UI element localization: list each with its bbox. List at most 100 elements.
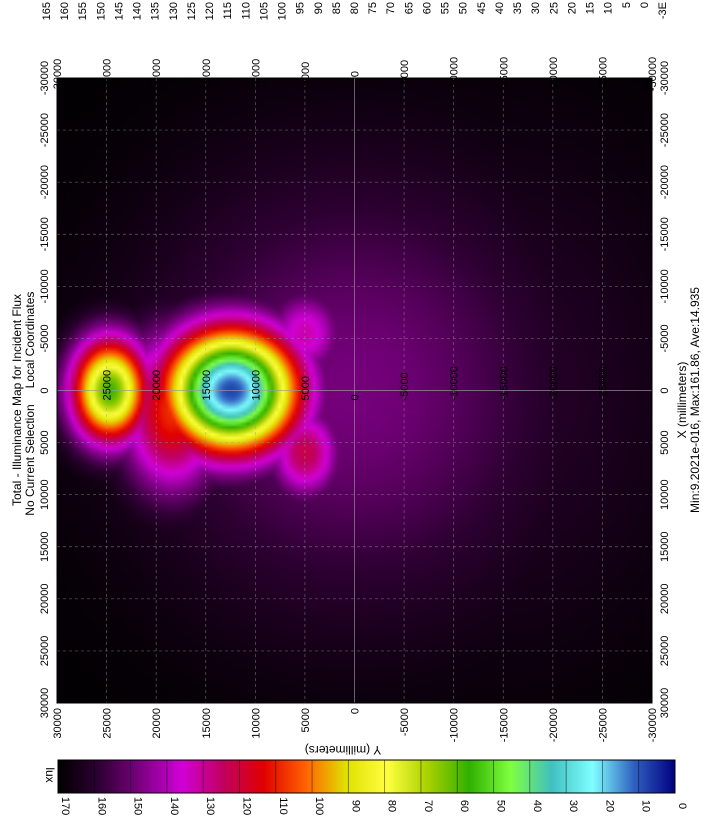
y-tick-label-top: -20000 (548, 57, 560, 91)
scale-strip-label: 135 (150, 2, 162, 20)
colorbar-tick-label: 70 (422, 800, 434, 812)
y-tick-label-top: -30000 (647, 57, 659, 91)
chart-subtitle-left: No Current Selection (23, 404, 37, 515)
y-tick-label-bottom: -30000 (647, 708, 659, 742)
inner-y-label: 0 (350, 394, 362, 400)
y-tick-label-top: -10000 (449, 57, 461, 91)
x-tick-label-left: 10000 (39, 479, 51, 510)
x-tick-label-right: 20000 (659, 584, 671, 615)
inner-y-label: 5000 (300, 376, 312, 400)
inner-y-label: -15000 (498, 366, 510, 400)
x-tick-label-left: 30000 (39, 688, 51, 719)
scale-strip-label: 80 (349, 2, 361, 14)
x-tick-label-left: 5000 (39, 430, 51, 454)
y-tick-label-top: 15000 (201, 59, 213, 90)
colorbar-tick-label: 40 (531, 800, 543, 812)
y-tick-label-bottom: -25000 (597, 708, 609, 742)
colorbar-tick-label: 120 (240, 797, 252, 815)
y-tick-label-top: -15000 (498, 57, 510, 91)
plot-frame (56, 77, 653, 704)
scale-strip-label: 35 (512, 2, 524, 14)
inner-y-label: -5000 (399, 372, 411, 400)
inner-y-label: 10000 (250, 370, 262, 401)
colorbar-tick-label: 140 (168, 797, 180, 815)
y-tick-label-top: 30000 (52, 59, 64, 90)
y-tick-label-bottom: -20000 (548, 708, 560, 742)
x-tick-label-left: -20000 (39, 165, 51, 199)
scale-strip-label: 125 (186, 2, 198, 20)
colorbar (57, 759, 676, 794)
scale-strip-label: 150 (95, 2, 107, 20)
inner-y-label: -20000 (548, 366, 560, 400)
chart-title: Total - Illuminance Map for Incident Flu… (10, 294, 24, 506)
x-tick-label-right: -30000 (659, 61, 671, 95)
colorbar-tick-label: 50 (495, 800, 507, 812)
y-tick-label-bottom: 5000 (300, 708, 312, 732)
x-tick-label-right: -20000 (659, 165, 671, 199)
y-tick-label-bottom: 10000 (250, 708, 262, 739)
x-tick-label-right: 5000 (659, 430, 671, 454)
scale-strip-label: 70 (385, 2, 397, 14)
colorbar-tick-label: 0 (676, 803, 688, 809)
x-tick-label-right: 0 (659, 387, 671, 393)
y-ticks-left: -30000 -25000 -20000 -15000 -10000 -5000 0 5000… (39, 61, 51, 718)
y-tick-label-bottom: 20000 (151, 708, 163, 739)
y-tick-label-bottom: -5000 (399, 708, 411, 736)
colorbar-tick-label: 110 (277, 797, 289, 815)
y-tick-label-bottom: -15000 (498, 708, 510, 742)
scale-strip-label: 30 (530, 2, 542, 14)
y-tick-label-top: 25000 (102, 59, 114, 90)
scale-strip-label: 60 (421, 2, 433, 14)
x-tick-label-right: -10000 (659, 269, 671, 303)
scale-strip-label: 75 (367, 2, 379, 14)
y-axis-label: Y (millimeters) (305, 743, 381, 757)
inner-y-label: 20000 (151, 370, 163, 401)
scale-strip-label: 115 (222, 2, 234, 20)
x-tick-label-right: -25000 (659, 113, 671, 147)
y-tick-label-bottom: 25000 (102, 708, 114, 739)
scale-strip-label: 20 (566, 2, 578, 14)
scale-strip-label: 10 (603, 2, 615, 14)
scale-strip-label: 130 (168, 2, 180, 20)
x-tick-label-right: -5000 (659, 324, 671, 352)
scale-strip-label: 160 (59, 2, 71, 20)
scale-strip-label: -3E (657, 2, 669, 19)
x-tick-label-right: 15000 (659, 531, 671, 562)
scale-strip-label: 110 (240, 2, 252, 20)
scale-strip-label: 5 (621, 2, 633, 8)
colorbar-tick-label: 60 (458, 800, 470, 812)
scale-strip-label: 15 (585, 2, 597, 14)
scale-strip-label: 100 (277, 2, 289, 20)
y-tick-label-top: -25000 (597, 57, 609, 91)
x-tick-label-left: -5000 (39, 324, 51, 352)
inner-y-label: -10000 (449, 366, 461, 400)
scale-strip-label: 165 (41, 2, 53, 20)
x-axis-label: X (millimeters) (675, 362, 689, 439)
inner-y-label: 25000 (102, 370, 114, 401)
scale-strip-label: 55 (440, 2, 452, 14)
colorbar-tick-label: 100 (313, 797, 325, 815)
x-tick-label-right: 25000 (659, 636, 671, 667)
scale-strip-label: 25 (548, 2, 560, 14)
x-tick-label-left: 0 (39, 387, 51, 393)
chart-subtitle-right: Local Coordinates (23, 292, 37, 389)
x-tick-label-left: 15000 (39, 531, 51, 562)
scale-strip-label: 120 (204, 2, 216, 20)
y-tick-label-bottom: 0 (350, 708, 362, 714)
x-tick-label-right: 30000 (659, 688, 671, 719)
x-tick-label-left: -15000 (39, 217, 51, 251)
scale-strip: 165 160 155 150 145 140 135 130 125 120 115 110 105 1… (41, 2, 669, 20)
scale-strip-label: 140 (132, 2, 144, 20)
grid-lines (57, 78, 652, 703)
x-tick-label-right: -15000 (659, 217, 671, 251)
scale-strip-label: 145 (113, 2, 125, 20)
inner-y-label: 15000 (201, 370, 213, 401)
colorbar-ticks: 0 10 20 30 40 50 60 70 80 90 100 110 120 130 140 150 160… (57, 760, 688, 815)
colorbar-tick-label: 160 (95, 797, 107, 815)
scale-strip-label: 65 (403, 2, 415, 14)
y-tick-label-top: 20000 (151, 59, 163, 90)
inner-y-label: -25000 (597, 366, 609, 400)
scale-strip-label: 85 (331, 2, 343, 14)
colorbar-tick-label: 170 (59, 797, 71, 815)
